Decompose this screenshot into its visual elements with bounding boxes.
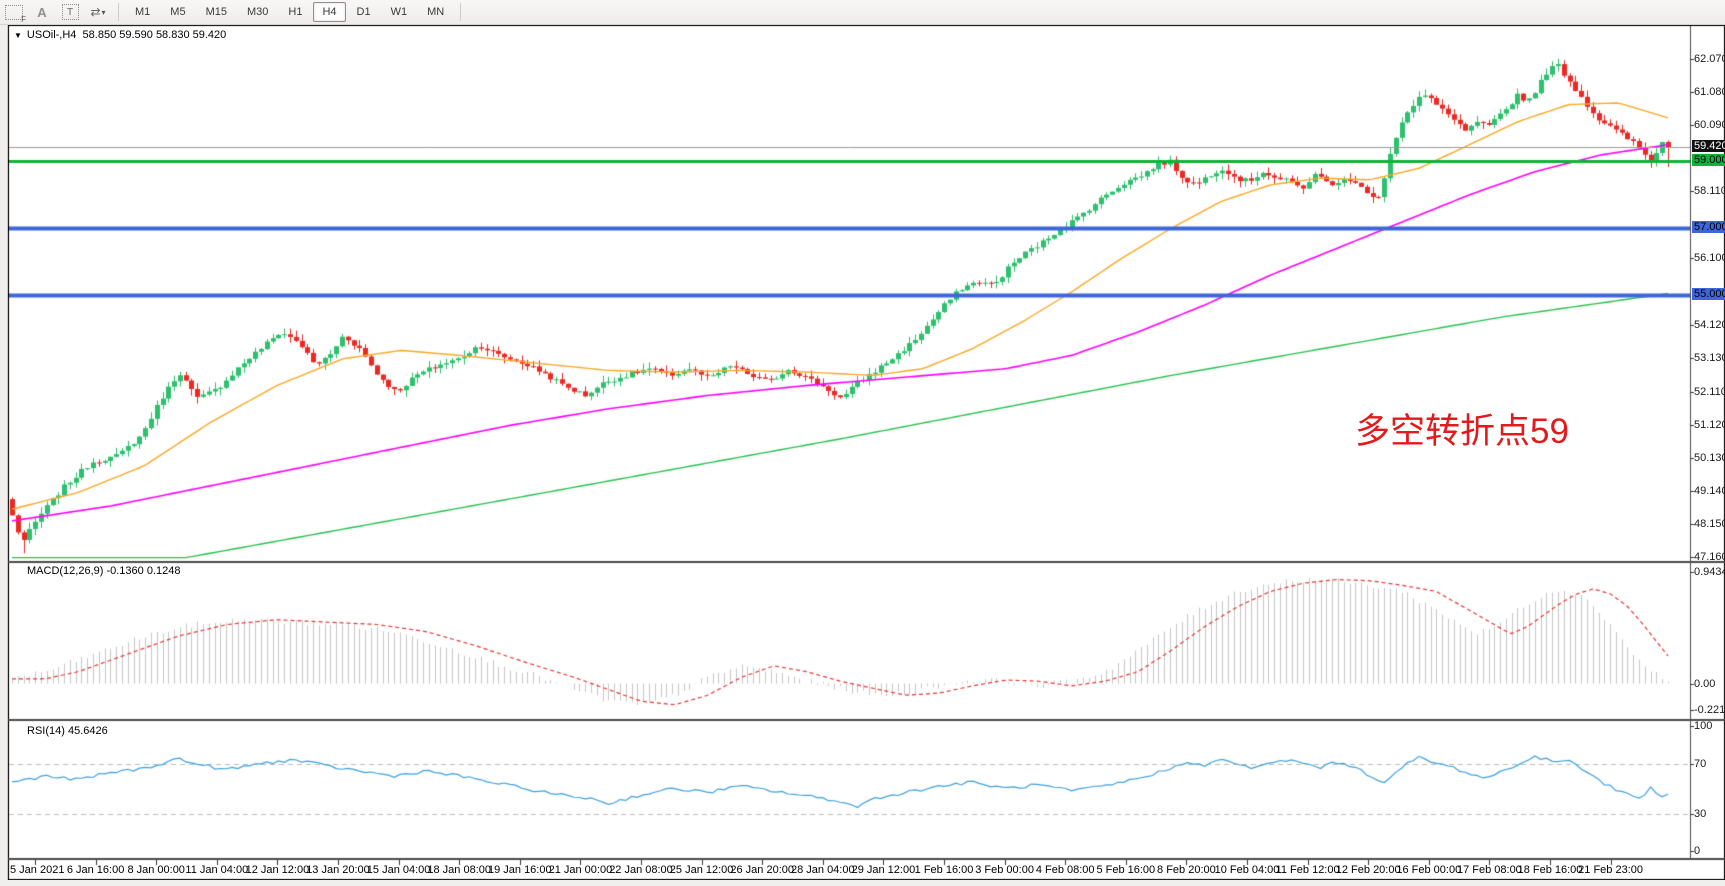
timeframe-button-d1[interactable]: D1 — [356, 6, 371, 18]
time-tick-label: 11 Feb 12:00 — [1275, 864, 1340, 876]
macd-tick-label: -0.2213 — [1694, 703, 1725, 716]
timeframe-button-h1[interactable]: H1 — [288, 6, 303, 18]
left-panel-strip[interactable] — [0, 25, 8, 886]
current-price-badge: 59.420 — [1692, 140, 1725, 153]
rsi-tick-label: 70 — [1694, 757, 1707, 770]
price-tick-label: 56.100 — [1694, 252, 1725, 265]
time-tick-label: 18 Feb 16:00 — [1517, 864, 1583, 876]
hline-price-badge: 59.000 — [1692, 154, 1725, 167]
rsi-tick-label: 30 — [1694, 807, 1707, 820]
time-tick-label: 29 Jan 12:00 — [851, 864, 916, 876]
price-tick-label: 54.120 — [1694, 318, 1725, 331]
time-tick-label: 16 Feb 00:00 — [1396, 864, 1462, 876]
chart-annotation-text: 多空转折点59 — [1355, 412, 1569, 451]
price-tick-label: 47.160 — [1694, 551, 1725, 564]
f-subscript: F — [21, 14, 26, 24]
time-tick-label: 3 Feb 00:00 — [975, 864, 1034, 876]
time-axis: 5 Jan 2021 6 Jan 16:00 8 Jan 00:00 11 Jan 0… — [8, 864, 1698, 880]
time-tick-label: 21 Feb 23:00 — [1578, 864, 1644, 876]
time-tick-label: 12 Feb 20:00 — [1335, 864, 1401, 876]
text-label-tool-button[interactable]: A — [29, 1, 55, 23]
time-tick-label: 13 Jan 20:00 — [306, 864, 370, 876]
price-tick-label: 60.090 — [1694, 118, 1725, 131]
time-tick-label: 21 Jan 00:00 — [548, 864, 613, 876]
time-tick-label: 28 Jan 04:00 — [790, 864, 855, 876]
time-tick-label: 18 Jan 08:00 — [427, 864, 491, 876]
toolbar: F A T ⇄ ▾ M1 M5 M15 M30 H1 H4 D1 W1 MN — [0, 0, 1725, 25]
dotted-grid-icon: F — [5, 4, 26, 24]
timeframe-button-m30[interactable]: M30 — [246, 6, 269, 18]
time-tick-label: 22 Jan 08:00 — [609, 864, 673, 876]
price-tick-label: 48.150 — [1694, 518, 1725, 531]
hline-price-badge: 57.000 — [1692, 221, 1725, 234]
time-tick-label: 11 Jan 04:00 — [185, 864, 249, 876]
collapse-triangle-icon[interactable]: ▼ — [14, 30, 22, 40]
price-tick-label: 49.140 — [1694, 485, 1725, 498]
indicator-grid-icon[interactable]: F — [1, 1, 27, 24]
price-chart-canvas[interactable] — [8, 25, 1725, 880]
timeframe-button-group: M1 M5 M15 M30 H1 H4 D1 W1 MN — [125, 0, 454, 25]
timeframe-button-mn[interactable]: MN — [427, 6, 445, 18]
time-tick-label: 8 Jan 00:00 — [127, 864, 185, 876]
time-tick-label: 6 Jan 16:00 — [66, 864, 125, 876]
time-tick-label: 5 Jan 2021 — [10, 864, 65, 876]
toolbar-separator — [460, 3, 462, 21]
time-tick-label: 8 Feb 20:00 — [1157, 864, 1216, 876]
dropdown-caret-icon: ▾ — [101, 7, 106, 17]
price-tick-label: 52.110 — [1694, 385, 1725, 398]
rsi-tick-label: 0 — [1694, 845, 1701, 858]
chart-header: ▼ USOil-,H4 58.850 59.590 58.830 59.420 — [14, 29, 226, 41]
time-tick-label: 17 Feb 08:00 — [1456, 864, 1522, 876]
letter-a-icon: A — [37, 4, 47, 20]
time-tick-label: 15 Jan 04:00 — [366, 864, 431, 876]
time-tick-label: 19 Jan 16:00 — [487, 864, 552, 876]
time-tick-label: 12 Jan 12:00 — [245, 864, 310, 876]
macd-indicator-label: MACD(12,26,9) -0.1360 0.1248 — [27, 565, 181, 577]
rsi-tick-label: 100 — [1694, 720, 1713, 732]
price-tick-label: 62.070 — [1694, 52, 1725, 65]
text-box-icon: T — [61, 4, 79, 20]
text-box-tool-button[interactable]: T — [57, 1, 83, 23]
rsi-indicator-label: RSI(14) 45.6426 — [27, 725, 108, 737]
price-axis: 62.070 61.080 60.090 58.110 56.100 54.120 53.1… — [1692, 25, 1725, 880]
timeframe-button-w1[interactable]: W1 — [390, 6, 408, 18]
time-tick-label: 4 Feb 08:00 — [1035, 864, 1095, 876]
time-tick-label: 26 Jan 20:00 — [730, 864, 794, 876]
price-tick-label: 53.130 — [1694, 351, 1725, 364]
time-tick-label: 10 Feb 04:00 — [1214, 864, 1280, 876]
price-tick-label: 50.130 — [1694, 452, 1725, 464]
timeframe-button-m5[interactable]: M5 — [170, 6, 186, 18]
timeframe-button-m15[interactable]: M15 — [205, 6, 227, 18]
price-tick-label: 61.080 — [1694, 85, 1725, 98]
time-tick-label: 5 Feb 16:00 — [1096, 864, 1156, 876]
macd-tick-label: 0.9434 — [1694, 566, 1725, 579]
timeframe-button-h4[interactable]: H4 — [313, 2, 346, 22]
symbol-ohlc-text: USOil-,H4 58.850 59.590 58.830 59.420 — [26, 29, 227, 41]
timeframe-button-m1[interactable]: M1 — [135, 6, 151, 18]
macd-tick-label: 0.00 — [1694, 677, 1716, 690]
toolbar-separator — [118, 3, 119, 21]
hline-price-badge: 55.000 — [1692, 288, 1725, 301]
line-studies-dropdown-button[interactable]: ⇄ ▾ — [85, 1, 111, 23]
swap-arrows-icon: ⇄ — [90, 5, 100, 19]
chart-window: ▼ USOil-,H4 58.850 59.590 58.830 59.420 … — [8, 25, 1725, 880]
price-tick-label: 58.110 — [1694, 185, 1725, 198]
price-tick-label: 51.120 — [1694, 418, 1725, 431]
time-tick-label: 1 Feb 16:00 — [914, 864, 974, 876]
bottom-strip — [0, 880, 1725, 886]
time-tick-label: 25 Jan 12:00 — [669, 864, 734, 876]
